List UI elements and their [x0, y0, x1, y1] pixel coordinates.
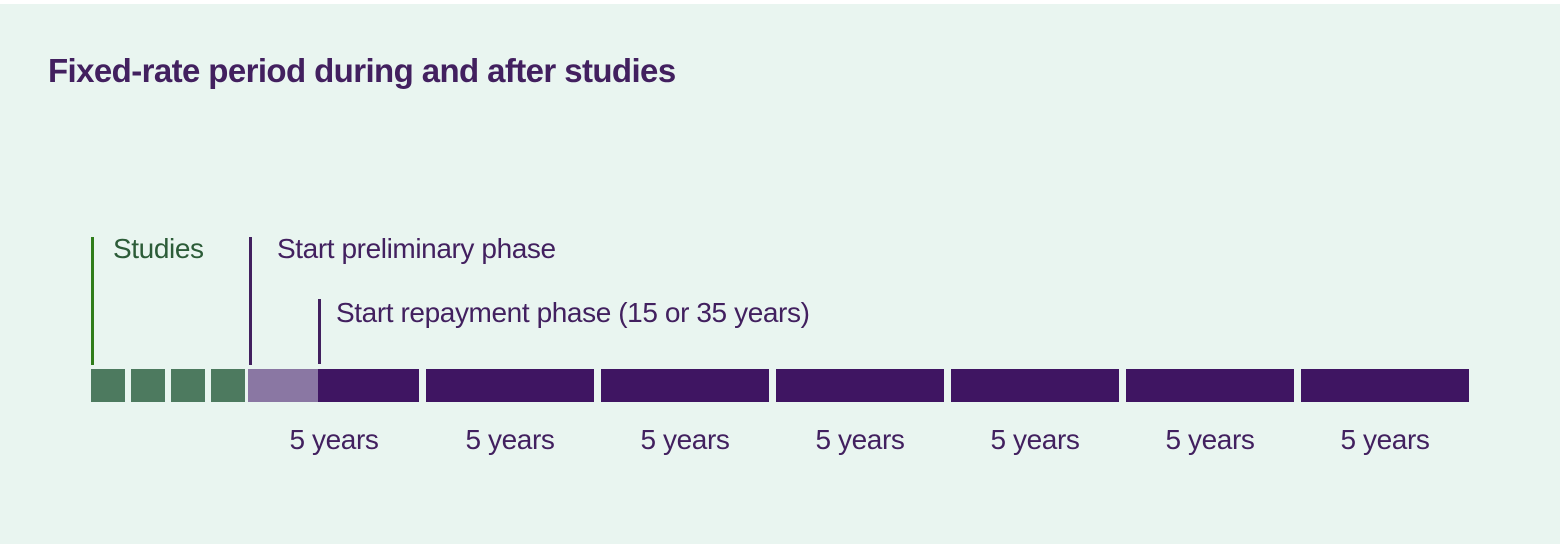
studies-label: Studies: [113, 233, 204, 264]
repayment-block: [951, 369, 1119, 402]
repayment-block: [776, 369, 944, 402]
preliminary-segment: [248, 369, 318, 402]
repayment-phase-label: Start repayment phase (15 or 35 years): [336, 297, 810, 328]
five-year-label: 5 years: [1165, 424, 1255, 455]
repayment-block: [1126, 369, 1294, 402]
repayment-block: [318, 369, 419, 402]
five-year-label: 5 years: [815, 424, 905, 455]
repayment-block: [601, 369, 769, 402]
studies-callout-line: [91, 237, 94, 365]
repayment-block: [1301, 369, 1469, 402]
studies-segment: [131, 369, 165, 402]
top-strip: [0, 0, 1560, 4]
five-year-label: 5 years: [289, 424, 379, 455]
five-year-label: 5 years: [1340, 424, 1430, 455]
studies-segment: [171, 369, 205, 402]
repayment-block: [426, 369, 594, 402]
preliminary-phase-label: Start preliminary phase: [277, 233, 556, 264]
five-year-label: 5 years: [640, 424, 730, 455]
studies-segment: [211, 369, 245, 402]
preliminary-callout-line: [249, 237, 252, 365]
page-title: Fixed-rate period during and after studi…: [48, 52, 676, 89]
studies-segment: [91, 369, 125, 402]
repayment-callout-line: [318, 299, 321, 364]
five-year-label: 5 years: [990, 424, 1080, 455]
five-year-label: 5 years: [465, 424, 555, 455]
